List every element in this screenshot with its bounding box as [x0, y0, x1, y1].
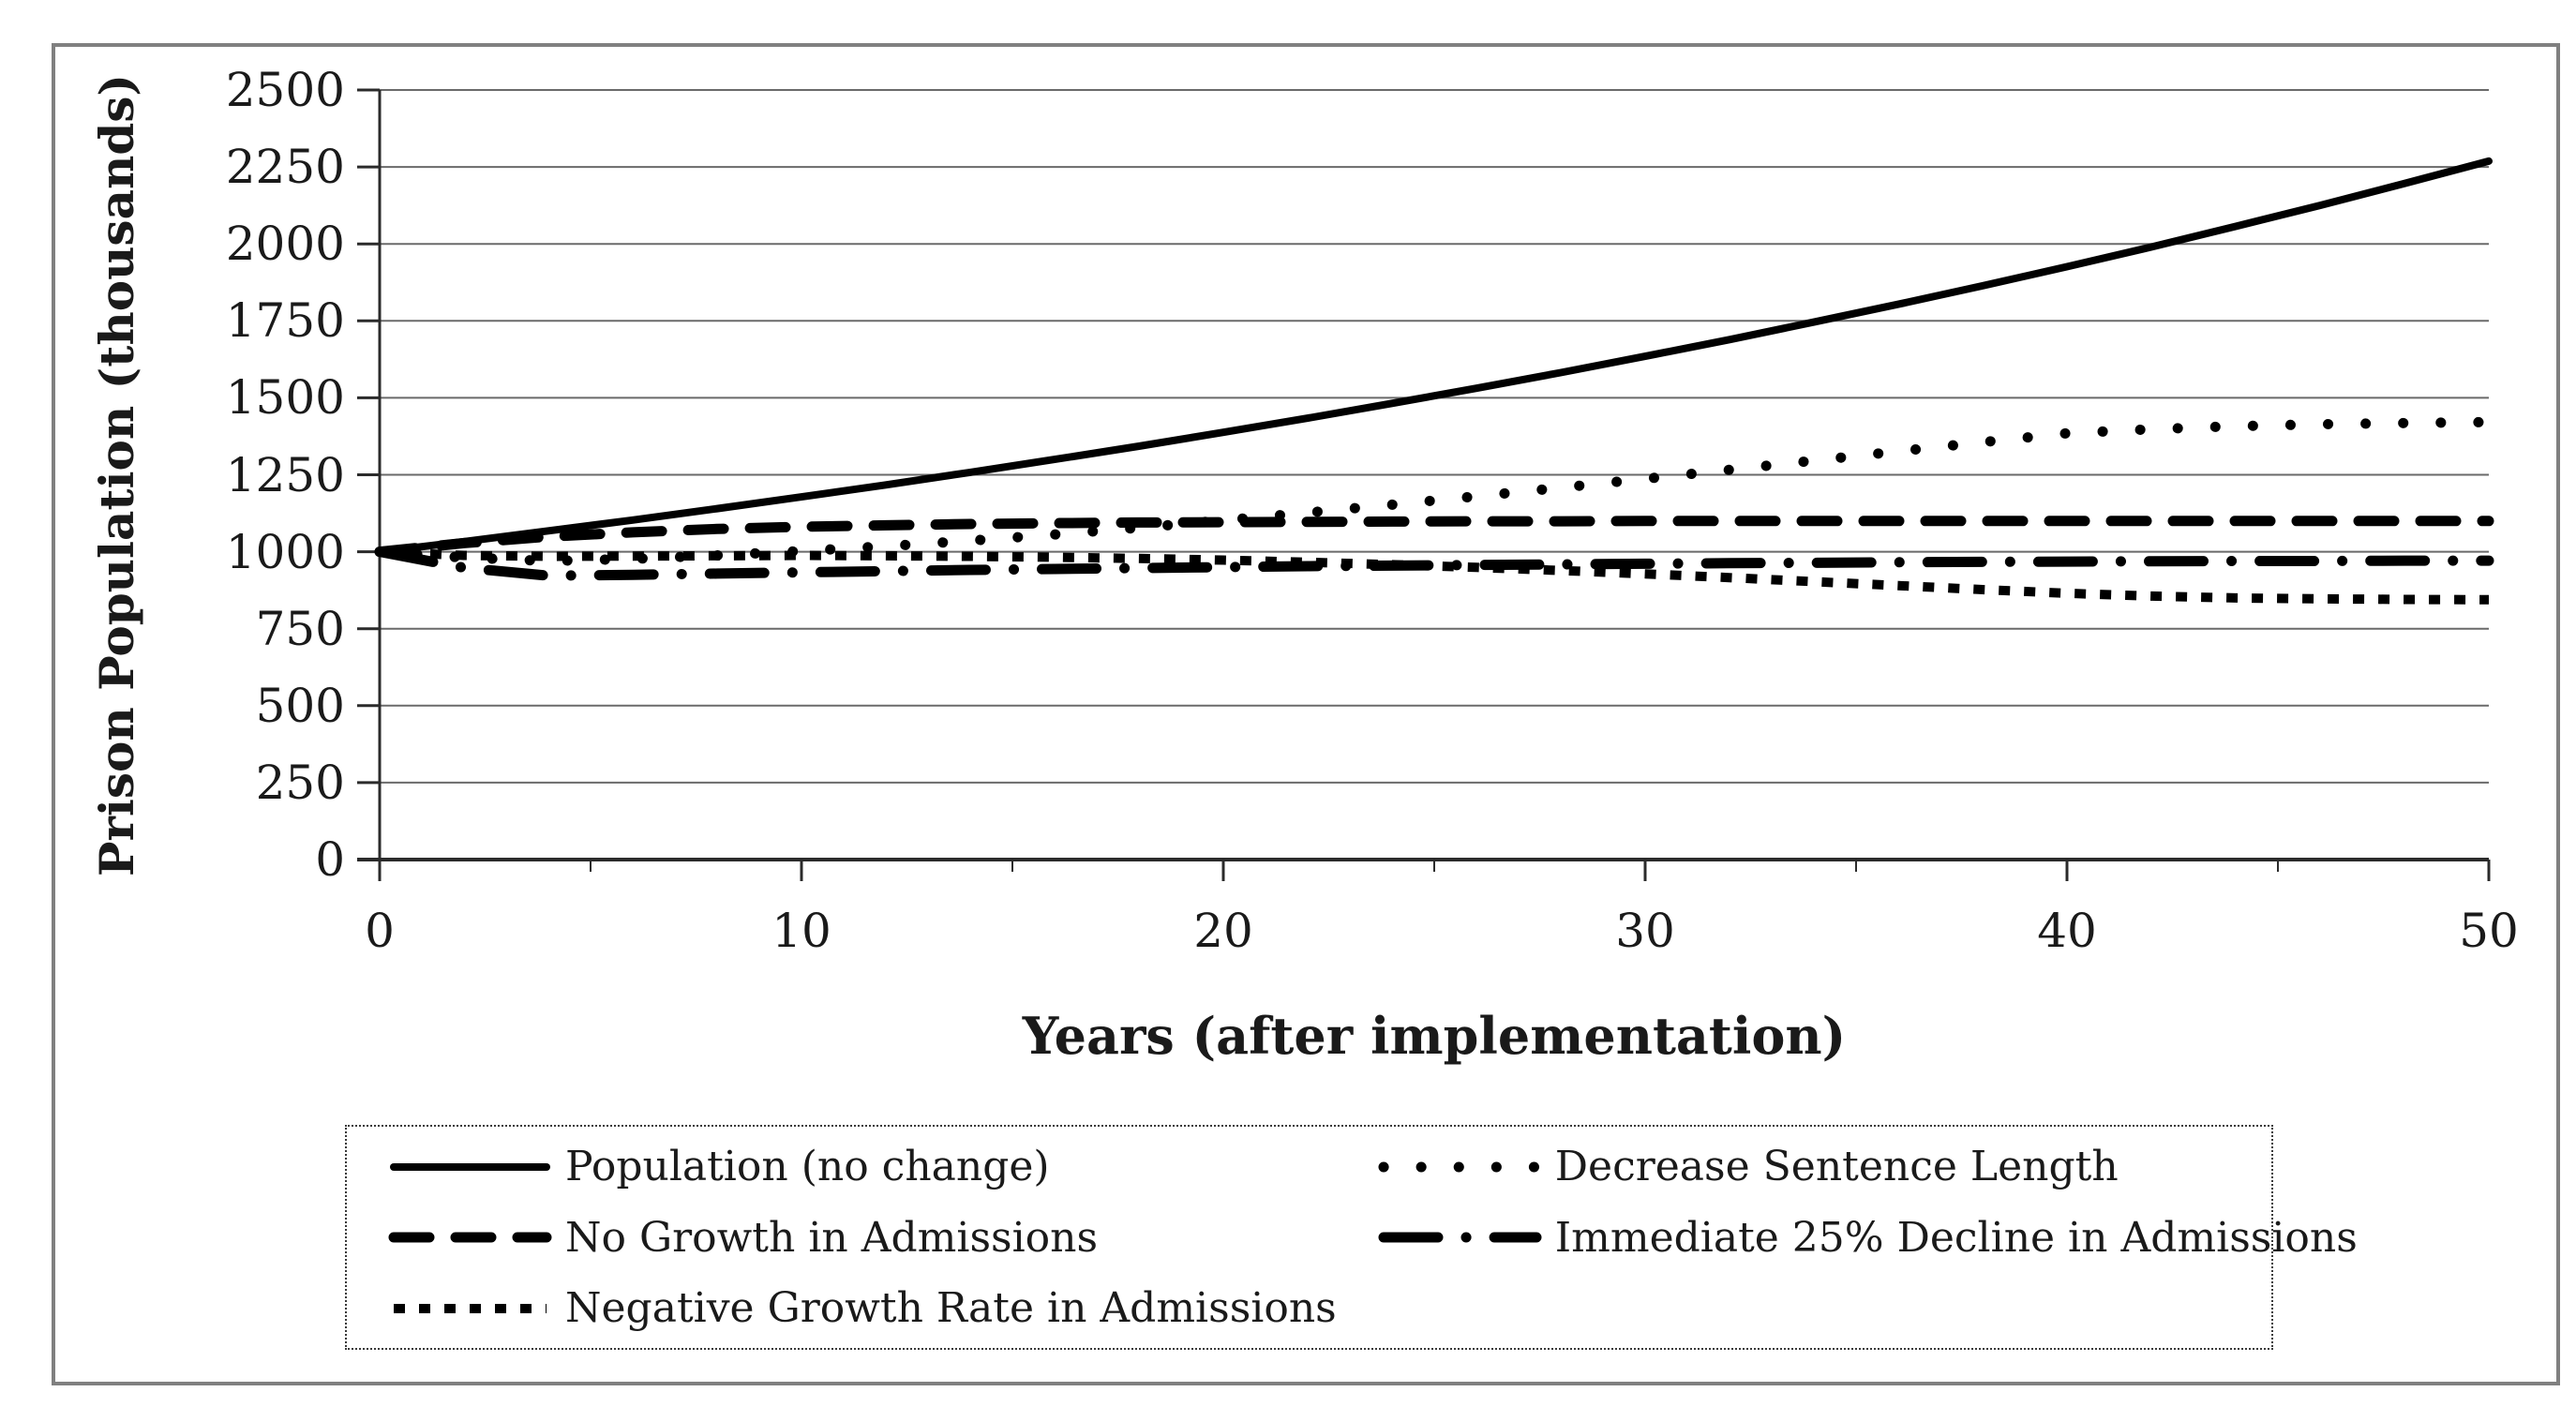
- legend-item: Decrease Sentence Length: [1337, 1136, 2358, 1198]
- legend-item: No Growth in Admissions: [347, 1206, 1337, 1268]
- y-tick-label: 1250: [225, 447, 345, 502]
- y-tick-label: 1500: [225, 370, 345, 426]
- y-tick-label: 2250: [225, 140, 345, 195]
- y-tick-label: 0: [315, 832, 345, 887]
- legend-label: Decrease Sentence Length: [1554, 1143, 2119, 1190]
- y-tick-label: 1000: [225, 524, 345, 579]
- legend-label: Immediate 25% Decline in Admissions: [1554, 1213, 2358, 1262]
- legend-swatch-solid-icon: [390, 1162, 550, 1171]
- legend-swatch-dash-icon: [388, 1232, 552, 1243]
- series-line-dash: [374, 516, 2494, 558]
- x-tick-label: 30: [1615, 904, 1675, 958]
- chart-outer-border: [52, 43, 2560, 1385]
- y-tick-label: 500: [255, 678, 345, 733]
- x-axis-title: Years (after implementation): [1022, 1006, 1847, 1066]
- x-tick-label: 0: [365, 904, 395, 958]
- legend-item: Population (no change): [347, 1136, 1337, 1198]
- x-tick-label: 50: [2459, 904, 2519, 958]
- y-tick-label: 1750: [225, 293, 345, 349]
- series-line-round-dot: [374, 416, 2494, 566]
- legend-label: No Growth in Admissions: [565, 1213, 1099, 1262]
- x-tick-label: 40: [2037, 904, 2097, 958]
- legend-label: Population (no change): [565, 1143, 1050, 1190]
- y-tick-label: 750: [255, 601, 345, 656]
- y-tick-label: 2000: [225, 217, 345, 272]
- y-axis-title: Prison Population (thousands): [89, 73, 144, 877]
- legend-swatch-dash-dot-icon: [1378, 1232, 1542, 1243]
- legend-label: Negative Growth Rate in Admissions: [565, 1284, 1337, 1332]
- x-tick-label: 10: [771, 904, 831, 958]
- series-line-solid: [376, 157, 2493, 556]
- legend-swatch-square-dot-icon: [394, 1303, 547, 1313]
- x-tick-label: 20: [1193, 904, 1253, 958]
- y-tick-label: 250: [255, 755, 345, 810]
- y-tick-label: 2500: [225, 63, 345, 117]
- chart-legend: Population (no change) Decrease Sentence …: [345, 1125, 2358, 1350]
- legend-item: Negative Growth Rate in Admissions: [347, 1278, 1337, 1340]
- series-line-dash-dot: [374, 546, 2494, 581]
- legend-item: Immediate 25% Decline in Admissions: [1337, 1206, 2358, 1268]
- legend-swatch-round-dot-icon: [1378, 1161, 1542, 1172]
